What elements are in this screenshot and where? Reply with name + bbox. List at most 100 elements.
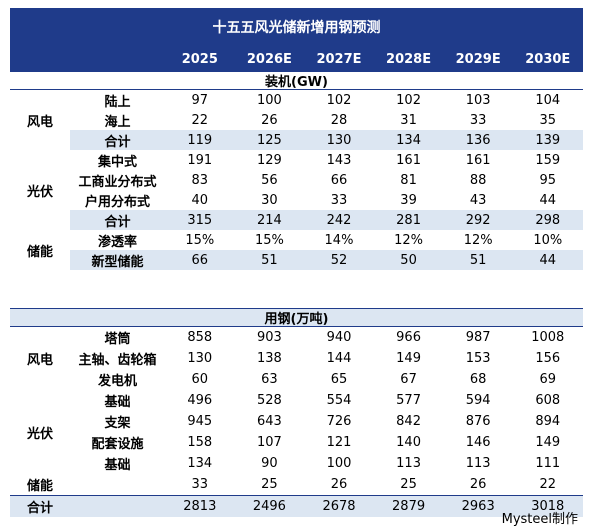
table-row: 合计 315 214 242 281 292 298 [10, 210, 583, 230]
group-label-solar: 光伏 [10, 150, 70, 230]
row-label: 渗透率 [97, 234, 137, 250]
cell-value: 50 [400, 252, 417, 268]
cell-value: 577 [396, 393, 421, 408]
cell-value: 10% [533, 232, 563, 248]
steel-section-header: 用钢(万吨) [10, 308, 583, 327]
cell-value: 143 [326, 152, 352, 168]
cell-value: 66 [191, 252, 209, 268]
cell-value: 40 [191, 192, 209, 208]
cell-value: 69 [539, 372, 557, 387]
cell-value: 113 [465, 456, 491, 471]
cell-value: 149 [396, 351, 421, 366]
cell-value: 2678 [322, 499, 356, 514]
group-label-solar: 光伏 [10, 390, 70, 474]
row-label: 工商业分布式 [78, 174, 157, 190]
row-label: 海上 [104, 114, 131, 130]
cell-value: 138 [256, 351, 282, 366]
cell-value: 26 [469, 477, 487, 492]
row-category: 储能 [26, 479, 53, 494]
cell-value: 88 [469, 172, 487, 188]
cell-value: 33 [330, 192, 348, 208]
cell-value: 554 [326, 393, 352, 408]
table-row: 海上 22 26 28 31 33 35 [10, 110, 583, 130]
cell-value: 281 [396, 212, 421, 228]
cell-value: 102 [396, 92, 421, 108]
footer-credit: Mysteel制作 [501, 512, 578, 527]
cell-value: 643 [256, 414, 282, 429]
cell-value: 107 [256, 435, 282, 450]
cell-value: 14% [324, 232, 354, 248]
cell-value: 149 [535, 435, 561, 450]
cell-value: 159 [535, 152, 561, 168]
cell-value: 940 [326, 330, 352, 345]
cell-value: 153 [465, 351, 491, 366]
cell-value: 30 [261, 192, 278, 208]
cell-value: 146 [465, 435, 491, 450]
table-row: 渗透率 15% 15% 14% 12% 12% 10% [10, 230, 583, 250]
cell-value: 726 [326, 414, 352, 429]
row-label: 基础 [104, 458, 131, 473]
cell-value: 242 [326, 212, 352, 228]
cell-value: 33 [191, 477, 209, 492]
table-row: 陆上 97 100 102 102 103 104 [10, 90, 583, 110]
table-row: 新型储能 66 51 52 50 51 44 [10, 250, 583, 270]
cell-value: 140 [396, 435, 421, 450]
cell-value: 44 [539, 192, 557, 208]
year-header: 2029E [455, 51, 501, 67]
cell-value: 3018 [531, 499, 565, 514]
cell-value: 100 [326, 456, 352, 471]
cell-value: 130 [187, 351, 213, 366]
cell-value: 129 [256, 152, 282, 168]
cell-value: 22 [539, 477, 557, 492]
cell-value: 81 [400, 172, 417, 188]
table-row: 发电机 60 63 65 67 68 69 [10, 369, 583, 390]
cell-value: 60 [191, 372, 209, 387]
year-header: 2025 [181, 51, 218, 67]
table-row: 基础 134 90 100 113 113 111 [10, 453, 583, 474]
cell-value: 31 [400, 112, 417, 128]
cell-value: 1008 [531, 330, 565, 345]
cell-value: 2813 [183, 499, 217, 514]
cell-value: 125 [256, 132, 282, 148]
cell-value: 43 [469, 192, 487, 208]
cell-value: 161 [465, 152, 491, 168]
cell-value: 2879 [392, 499, 426, 514]
cell-value: 496 [187, 393, 213, 408]
cell-value: 12% [394, 232, 424, 248]
cell-value: 103 [465, 92, 491, 108]
cell-value: 2496 [252, 499, 286, 514]
cell-value: 903 [256, 330, 282, 345]
cell-value: 100 [256, 92, 282, 108]
cell-value: 894 [535, 414, 561, 429]
year-header: 2028E [386, 51, 432, 67]
cell-value: 26 [261, 112, 278, 128]
table-row: 合计 119 125 130 134 136 139 [10, 130, 583, 150]
table-title: 十五五风光储新增用钢预测 [10, 8, 583, 46]
cell-value: 158 [187, 435, 213, 450]
cell-value: 25 [261, 477, 278, 492]
cell-value: 966 [396, 330, 421, 345]
cell-value: 44 [539, 252, 557, 268]
cell-value: 130 [326, 132, 352, 148]
install-section-header: 装机(GW) [10, 72, 583, 90]
cell-value: 33 [469, 112, 487, 128]
cell-value: 156 [535, 351, 561, 366]
cell-value: 121 [326, 435, 352, 450]
year-header-row: 2025 2026E 2027E 2028E 2029E 2030E [10, 46, 583, 72]
table-row: 配套设施 158 107 121 140 146 149 [10, 432, 583, 453]
cell-value: 28 [330, 112, 348, 128]
cell-value: 134 [187, 456, 213, 471]
cell-value: 161 [396, 152, 421, 168]
cell-value: 39 [400, 192, 417, 208]
cell-value: 111 [535, 456, 561, 471]
cell-value: 876 [465, 414, 491, 429]
cell-value: 12% [463, 232, 493, 248]
table-row: 工商业分布式 83 56 66 81 88 95 [10, 170, 583, 190]
cell-value: 191 [187, 152, 213, 168]
cell-value: 97 [191, 92, 209, 108]
row-label: 合计 [104, 134, 131, 150]
group-label-wind: 风电 [10, 90, 70, 150]
cell-value: 134 [396, 132, 421, 148]
cell-value: 67 [400, 372, 417, 387]
cell-value: 139 [535, 132, 561, 148]
